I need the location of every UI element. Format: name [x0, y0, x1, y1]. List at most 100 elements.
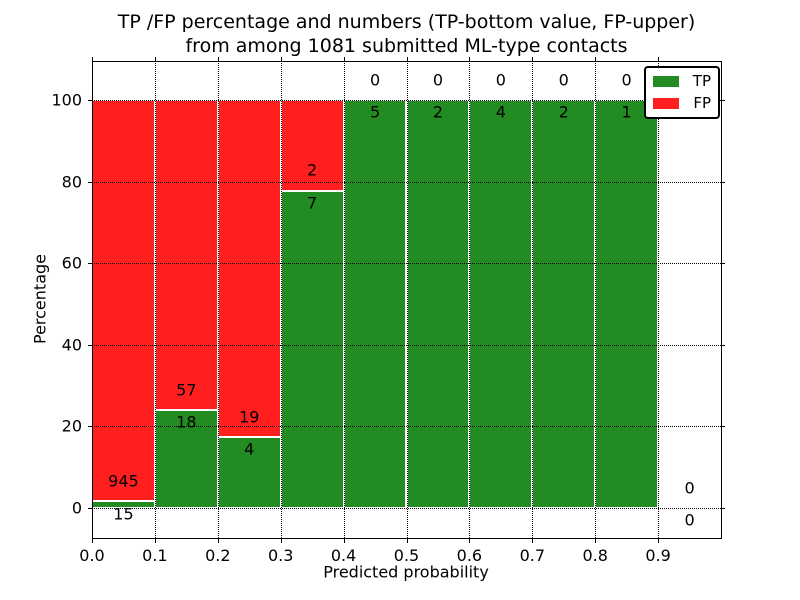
legend-label-fp: FP	[693, 94, 711, 112]
legend-item-tp: TP	[653, 74, 711, 89]
y-tick-mark-right	[721, 263, 725, 265]
x-tick-mark-top	[92, 57, 93, 61]
x-tick-label: 0.0	[79, 546, 105, 565]
y-tick-mark-right	[721, 508, 725, 509]
y-tick-label: 80	[61, 172, 82, 192]
bar-fp-segment	[92, 100, 155, 502]
bar-fp-count-label: 0	[369, 70, 381, 90]
gridline-vertical	[469, 61, 471, 538]
bar-fp-segment	[217, 100, 281, 437]
y-tick-label: 40	[61, 335, 82, 355]
x-tick-mark	[92, 539, 93, 543]
bar-tp-segment	[469, 100, 533, 508]
x-tick-label: 0.5	[393, 546, 420, 565]
x-tick-label: 0.4	[330, 546, 357, 565]
bar-tp-count-label: 15	[113, 504, 134, 524]
y-tick-mark	[88, 263, 92, 265]
x-tick-label: 0.8	[582, 546, 608, 565]
bar-tp-count-label: 1	[621, 102, 632, 122]
gridline-vertical	[217, 61, 219, 538]
x-tick-mark-top	[280, 57, 282, 61]
bar-tp-count-label: 2	[432, 102, 444, 122]
x-tick-mark	[280, 539, 282, 543]
bar-tp-segment	[595, 100, 659, 508]
bar-fp-count-label: 0	[432, 70, 444, 90]
x-tick-mark-top	[532, 57, 534, 61]
bar-tp-segment	[280, 190, 344, 508]
gridline-vertical	[595, 61, 597, 538]
x-tick-mark	[217, 539, 219, 543]
gridline-vertical	[280, 61, 282, 538]
fp-swatch-icon	[653, 98, 679, 109]
x-tick-mark	[595, 539, 597, 543]
x-tick-mark	[469, 539, 471, 543]
y-tick-label: 60	[61, 253, 82, 273]
bar-tp-count-label: 4	[495, 102, 506, 122]
y-tick-mark	[88, 426, 92, 428]
x-tick-mark-top	[595, 57, 597, 61]
x-tick-mark-top	[406, 57, 408, 61]
bar-tp-count-label: 5	[369, 102, 381, 122]
x-tick-label: 0.1	[142, 546, 168, 565]
bar-tp-segment	[217, 437, 281, 508]
x-tick-mark	[343, 539, 345, 543]
bar-tp-segment	[532, 100, 596, 508]
x-tick-mark-top	[154, 57, 156, 61]
bar-fp-count-label: 0	[621, 70, 632, 90]
x-tick-mark-top	[658, 57, 660, 61]
y-tick-label: 100	[51, 90, 82, 110]
x-tick-label: 0.9	[645, 546, 671, 565]
x-axis-label: Predicted probability	[323, 562, 489, 582]
bar-fp-segment	[280, 100, 344, 191]
bar-tp-count-label: 4	[244, 439, 255, 459]
chart-title-line1: TP /FP percentage and numbers (TP-bottom…	[117, 11, 696, 33]
legend-label-tp: TP	[692, 72, 711, 90]
x-tick-mark	[154, 539, 156, 543]
y-tick-mark	[88, 181, 92, 183]
x-tick-label: 0.7	[519, 546, 546, 565]
gridline-vertical	[532, 61, 534, 538]
gridline-vertical	[343, 61, 345, 538]
x-tick-mark-top	[469, 57, 471, 61]
tp-swatch-icon	[653, 76, 679, 87]
bar-fp-count-label: 0	[684, 478, 695, 498]
bar-tp-segment	[406, 100, 470, 508]
bar-fp-count-label: 0	[558, 70, 569, 90]
bar-tp-count-label: 0	[684, 510, 695, 530]
x-tick-mark-top	[343, 57, 345, 61]
x-tick-mark-top	[217, 57, 219, 61]
bar-fp-count-label: 19	[239, 407, 260, 427]
x-tick-label: 0.2	[205, 546, 231, 565]
bar-tp-count-label: 18	[176, 412, 197, 432]
y-tick-mark-right	[721, 181, 725, 183]
legend: TP FP	[644, 66, 720, 119]
x-tick-label: 0.3	[267, 546, 294, 565]
bar-fp-count-label: 0	[495, 70, 506, 90]
chart-title-line2: from among 1081 submitted ML-type contac…	[185, 35, 628, 57]
bar-tp-segment	[343, 100, 407, 508]
y-tick-mark	[88, 344, 92, 346]
y-tick-mark-right	[721, 344, 725, 346]
chart-title: TP /FP percentage and numbers (TP-bottom…	[92, 10, 721, 58]
bar-fp-count-label: 2	[307, 160, 318, 180]
y-tick-mark-right	[721, 426, 725, 428]
bar-fp-segment	[154, 100, 218, 411]
y-tick-label: 0	[71, 498, 82, 518]
bar-fp-count-label: 945	[108, 471, 139, 491]
bar-tp-count-label: 7	[307, 193, 318, 213]
bar-tp-count-label: 2	[558, 102, 569, 122]
bar-fp-count-label: 57	[176, 380, 197, 400]
legend-item-fp: FP	[653, 96, 711, 111]
gridline-vertical	[658, 61, 660, 538]
x-tick-mark	[658, 539, 660, 543]
y-tick-mark-right	[721, 100, 725, 101]
y-tick-mark	[88, 100, 92, 101]
x-tick-mark	[532, 539, 534, 543]
x-tick-label: 0.6	[456, 546, 483, 565]
x-tick-mark	[406, 539, 408, 543]
y-tick-label: 20	[61, 416, 82, 436]
gridline-vertical	[406, 61, 408, 538]
y-tick-mark	[88, 508, 92, 509]
gridline-vertical	[154, 61, 156, 538]
